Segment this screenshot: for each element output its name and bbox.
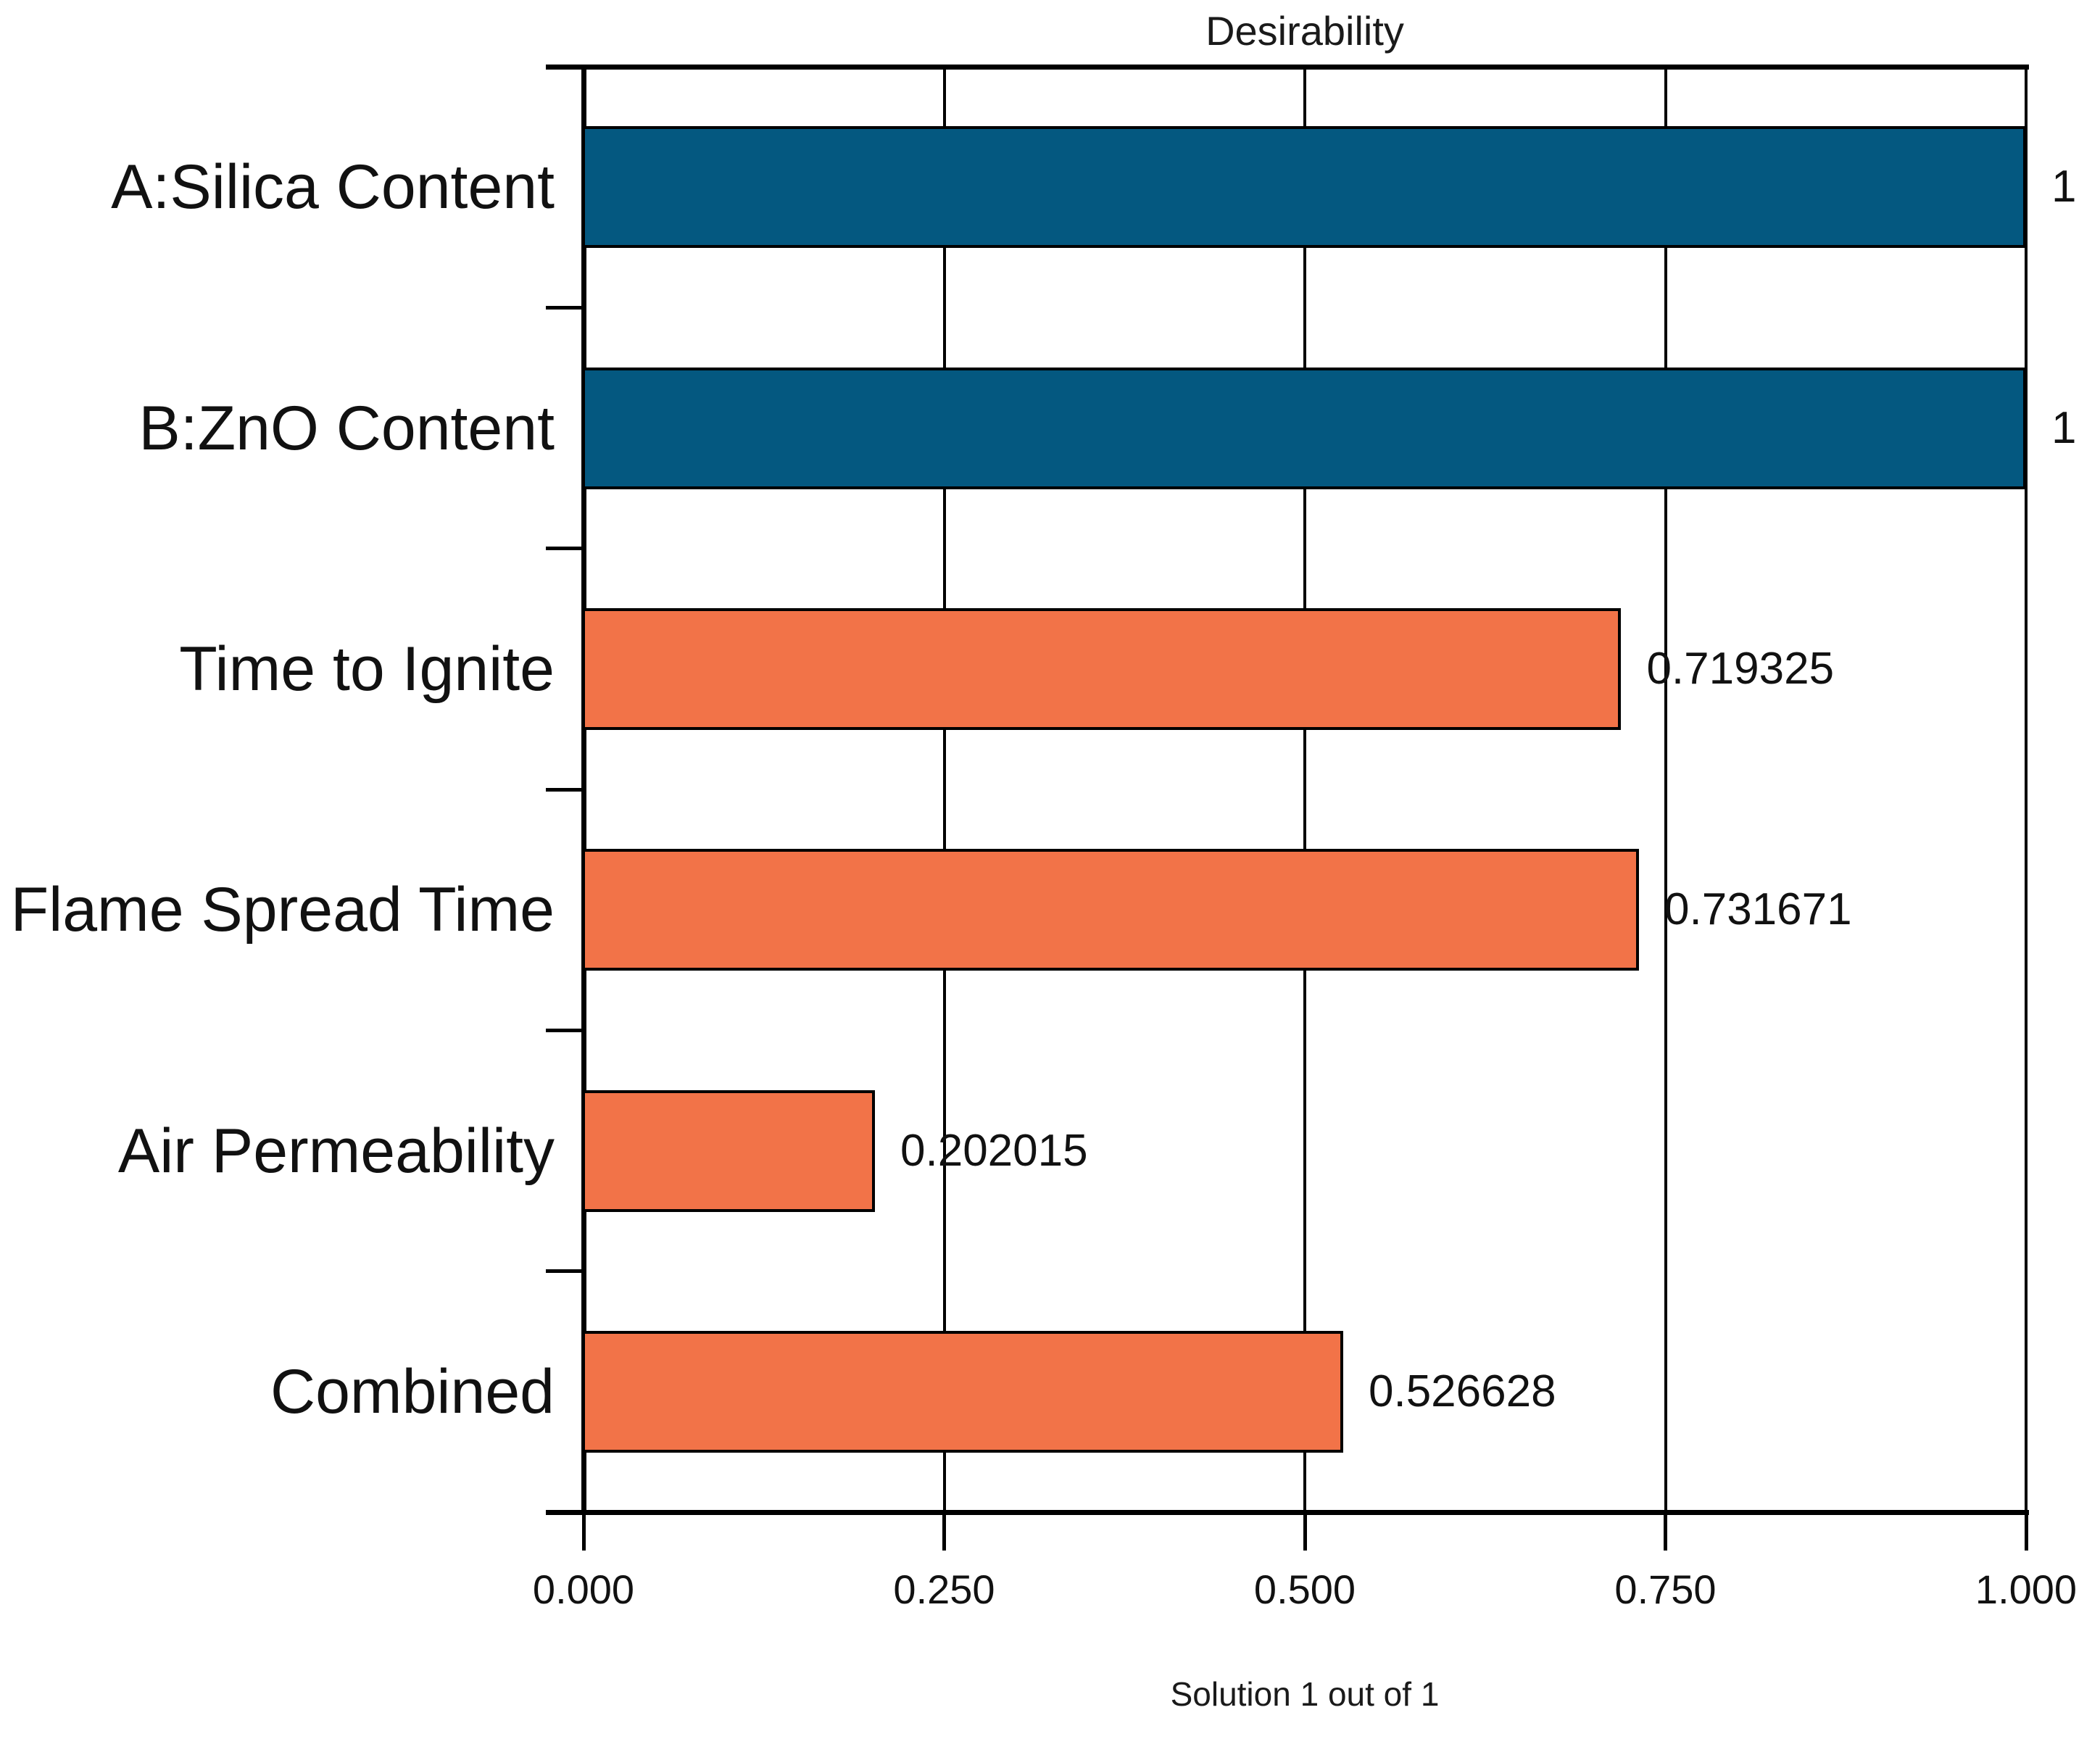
- y-axis-line: [581, 64, 586, 1515]
- value-label: 0.526628: [1368, 1366, 1556, 1416]
- x-axis-tick-1.000: [2024, 1512, 2028, 1551]
- bar-time-to-ignite: [582, 607, 1622, 730]
- category-label: Time to Ignite: [179, 634, 555, 704]
- bar-combined: [582, 1330, 1343, 1453]
- value-label: 0.719325: [1646, 643, 1835, 694]
- bar-flame-spread-time: [582, 849, 1640, 971]
- value-label: 0.202015: [900, 1125, 1088, 1176]
- category-label: B:ZnO Content: [138, 393, 555, 463]
- x-axis-tick-0.250: [942, 1512, 946, 1551]
- x-tick-label-0.750: 0.750: [1614, 1566, 1717, 1612]
- bottom-axis-line: [546, 1509, 2029, 1515]
- top-axis-line: [546, 64, 2029, 70]
- bar-a-silica-content: [582, 126, 2026, 249]
- y-axis-tick: [546, 1269, 584, 1274]
- x-tick-label-0.000: 0.000: [532, 1566, 635, 1612]
- x-axis-tick-0.000: [581, 1512, 586, 1551]
- value-label: 0.731671: [1664, 884, 1852, 935]
- y-axis-tick: [546, 787, 584, 792]
- y-axis-tick: [546, 547, 584, 551]
- chart-title: Desirability: [1205, 8, 1404, 54]
- category-label: A:Silica Content: [111, 152, 555, 223]
- bar-air-permeability: [582, 1090, 875, 1212]
- bar-b-zno-content: [582, 367, 2026, 489]
- x-axis-tick-0.500: [1303, 1512, 1307, 1551]
- x-axis-tick-0.750: [1664, 1512, 1667, 1551]
- x-tick-label-0.500: 0.500: [1253, 1566, 1356, 1612]
- category-label: Flame Spread Time: [10, 875, 555, 945]
- x-tick-label-0.250: 0.250: [893, 1566, 995, 1612]
- gridline-1.000: [2025, 67, 2028, 1512]
- x-tick-label-1.000: 1.000: [1975, 1566, 2078, 1612]
- y-axis-tick: [546, 305, 584, 310]
- value-label: 1: [2051, 402, 2077, 453]
- y-axis-tick: [546, 1028, 584, 1032]
- value-label: 1: [2051, 162, 2077, 212]
- gridline-0.750: [1664, 67, 1667, 1512]
- gridline-0.250: [942, 67, 946, 1512]
- gridline-0.500: [1303, 67, 1306, 1512]
- x-axis-caption: Solution 1 out of 1: [1170, 1675, 1440, 1713]
- category-label: Air Permeability: [117, 1116, 555, 1186]
- category-label: Combined: [270, 1356, 555, 1427]
